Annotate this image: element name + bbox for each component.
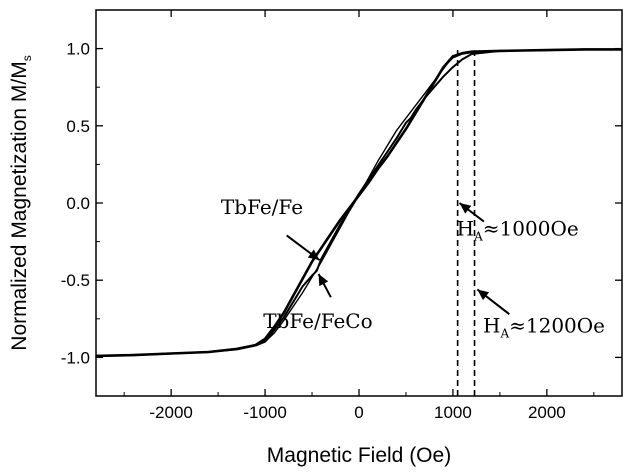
y-tick-label: -0.5 [61, 271, 90, 290]
y-tick-label: 1.0 [66, 40, 90, 59]
y-axis-title-subscript: s [20, 55, 34, 61]
annotations: TbFe/Fe TbFe/FeCo HA≈1000Oe HA≈1200Oe [221, 195, 605, 341]
y-tick-label: 0.0 [66, 194, 90, 213]
annotation-label-4: HA≈1200Oe [483, 314, 605, 341]
x-axis-title: Magnetic Field (Oe) [267, 444, 451, 467]
annotation-label-2: TbFe/FeCo [263, 309, 372, 333]
x-axis-ticks: -2000 -1000 0 1000 2000 [123, 10, 595, 422]
x-tick-label: -2000 [149, 403, 192, 422]
plot-frame [95, 9, 623, 397]
x-tick-label: 2000 [528, 403, 566, 422]
series-line-3 [96, 48, 622, 357]
annotation-arrow-head [459, 203, 472, 214]
series-lines [96, 48, 622, 358]
annotation-arrow-head [307, 249, 320, 261]
annotation-label-1: TbFe/Fe [221, 195, 303, 219]
y-tick-label: 0.5 [66, 117, 90, 136]
x-tick-label: 1000 [434, 403, 472, 422]
annotation-arrow-head [477, 289, 490, 301]
y-tick-label: -1.0 [61, 348, 90, 367]
series-line-2 [96, 48, 622, 357]
annotation-arrow-head [318, 274, 329, 287]
y-axis-title: Normalized Magnetization M/Ms [8, 55, 34, 350]
y-axis-title-main: Normalized Magnetization M/M [8, 61, 31, 350]
y-axis-ticks: -1.0 -0.5 0.0 0.5 1.0 [61, 40, 622, 367]
reference-lines [456, 48, 476, 396]
annotation-label-3: HA≈1000Oe [457, 216, 579, 243]
x-tick-label: -1000 [243, 403, 286, 422]
x-tick-label: 0 [354, 403, 363, 422]
